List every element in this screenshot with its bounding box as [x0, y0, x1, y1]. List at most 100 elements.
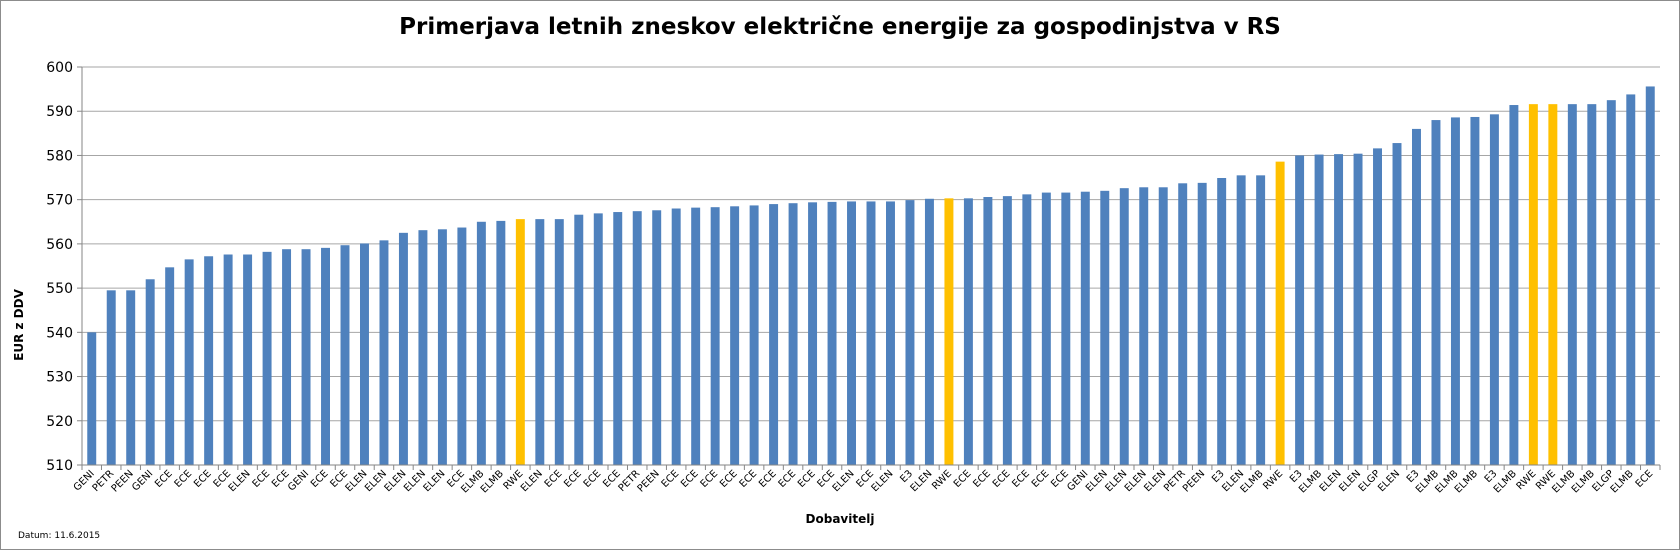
- bar: [1645, 86, 1655, 466]
- bar: [1119, 188, 1129, 465]
- x-tick-label: ELMB: [1492, 468, 1519, 495]
- bar: [87, 332, 97, 465]
- x-tick-label: ELMB: [1570, 468, 1597, 495]
- bar: [769, 204, 779, 466]
- bar: [1373, 148, 1382, 465]
- y-tick-label: 590: [46, 104, 73, 120]
- x-tick-label: ECE: [660, 468, 682, 490]
- bar: [1178, 183, 1188, 465]
- x-tick-label: ECE: [251, 468, 273, 490]
- bar: [515, 219, 525, 465]
- x-tick-label: ELMB: [479, 468, 506, 495]
- bar: [866, 201, 876, 466]
- bar: [418, 230, 428, 465]
- bar: [1353, 153, 1363, 466]
- bar: [924, 198, 934, 465]
- bar: [1626, 94, 1636, 465]
- x-tick-label: ECE: [562, 468, 584, 490]
- x-tick-label: ECE: [952, 468, 974, 490]
- x-tick-label: GENI: [286, 468, 311, 493]
- bar: [126, 290, 136, 465]
- bar: [827, 201, 837, 465]
- x-tick-label: ECE: [738, 468, 760, 490]
- y-tick-label: 520: [46, 414, 73, 430]
- x-tick-label: ECE: [173, 468, 195, 490]
- bar: [1606, 100, 1616, 466]
- bar: [1061, 192, 1071, 465]
- bar: [1470, 116, 1480, 466]
- x-tick-label: RWE: [1515, 468, 1539, 492]
- y-tick-label: 530: [46, 370, 73, 386]
- date-footnote: Datum: 11.6.2015: [18, 531, 101, 541]
- chart-title: Primerjava letnih zneskov električne ene…: [399, 14, 1281, 40]
- x-tick-label: PEEN: [110, 468, 136, 494]
- bar: [1314, 154, 1324, 465]
- bar: [1587, 104, 1597, 465]
- bar: [379, 240, 389, 465]
- bar: [106, 290, 116, 465]
- bar: [554, 219, 564, 465]
- x-tick-label: ELEN: [1376, 468, 1402, 494]
- bar: [184, 259, 194, 465]
- bar: [1392, 143, 1402, 465]
- bar: [1412, 128, 1421, 465]
- x-tick-label: PEEN: [1181, 468, 1207, 494]
- bar: [691, 207, 701, 466]
- bar: [437, 229, 447, 465]
- bar: [1431, 120, 1441, 466]
- y-tick-label: 580: [46, 148, 73, 164]
- bar: [1450, 117, 1460, 465]
- bar: [1236, 175, 1246, 465]
- bar: [360, 243, 369, 465]
- x-tick-label: ECE: [991, 468, 1013, 490]
- bar: [788, 203, 798, 465]
- bar: [1528, 104, 1538, 465]
- bar: [223, 254, 233, 465]
- bar: [1041, 192, 1051, 465]
- bar: [1002, 196, 1012, 465]
- bar: [535, 219, 545, 465]
- bar: [944, 198, 954, 465]
- x-axis-label: Dobavitelj: [805, 512, 875, 526]
- bar: [457, 227, 467, 465]
- bar: [1489, 114, 1499, 465]
- bar: [1197, 182, 1207, 465]
- bar: [496, 220, 506, 465]
- bar: [476, 221, 486, 465]
- bar: [963, 198, 973, 465]
- x-tick-label: ECE: [796, 468, 818, 490]
- bar: [593, 213, 603, 465]
- bar: [301, 249, 311, 465]
- x-tick-label: ELMB: [1297, 468, 1324, 495]
- x-tick-label: ELEN: [1142, 468, 1168, 494]
- bar: [613, 212, 623, 465]
- x-tick-label: ECE: [1030, 468, 1052, 490]
- x-tick-label: ELEN: [519, 468, 545, 494]
- bar: [652, 210, 662, 465]
- x-tick-label: ECE: [757, 468, 779, 490]
- bar: [847, 201, 856, 466]
- bar: [1275, 161, 1285, 465]
- bar: [243, 254, 253, 465]
- x-tick-label: ELMB: [1609, 468, 1636, 495]
- x-tick-label: ECE: [1634, 468, 1656, 490]
- bar: [1567, 104, 1577, 465]
- y-tick-label: 570: [46, 193, 73, 209]
- x-tick-label: ECE: [1010, 468, 1032, 490]
- bar: [1509, 105, 1519, 465]
- y-axis-label: EUR z DDV: [12, 289, 26, 361]
- x-tick-label: PEEN: [636, 468, 662, 494]
- y-tick-label: 600: [46, 60, 73, 76]
- bar: [1080, 191, 1090, 465]
- bar: [808, 202, 818, 465]
- bar: [1022, 194, 1032, 466]
- bar: [1548, 104, 1558, 465]
- bar: [1217, 177, 1227, 465]
- bar: [1256, 175, 1266, 465]
- bar: [730, 206, 740, 466]
- bar: [282, 249, 292, 465]
- x-tick-label: ECE: [192, 468, 214, 490]
- bar: [1295, 155, 1305, 465]
- y-tick-label: 540: [46, 325, 73, 341]
- x-tick-label: ECE: [971, 468, 993, 490]
